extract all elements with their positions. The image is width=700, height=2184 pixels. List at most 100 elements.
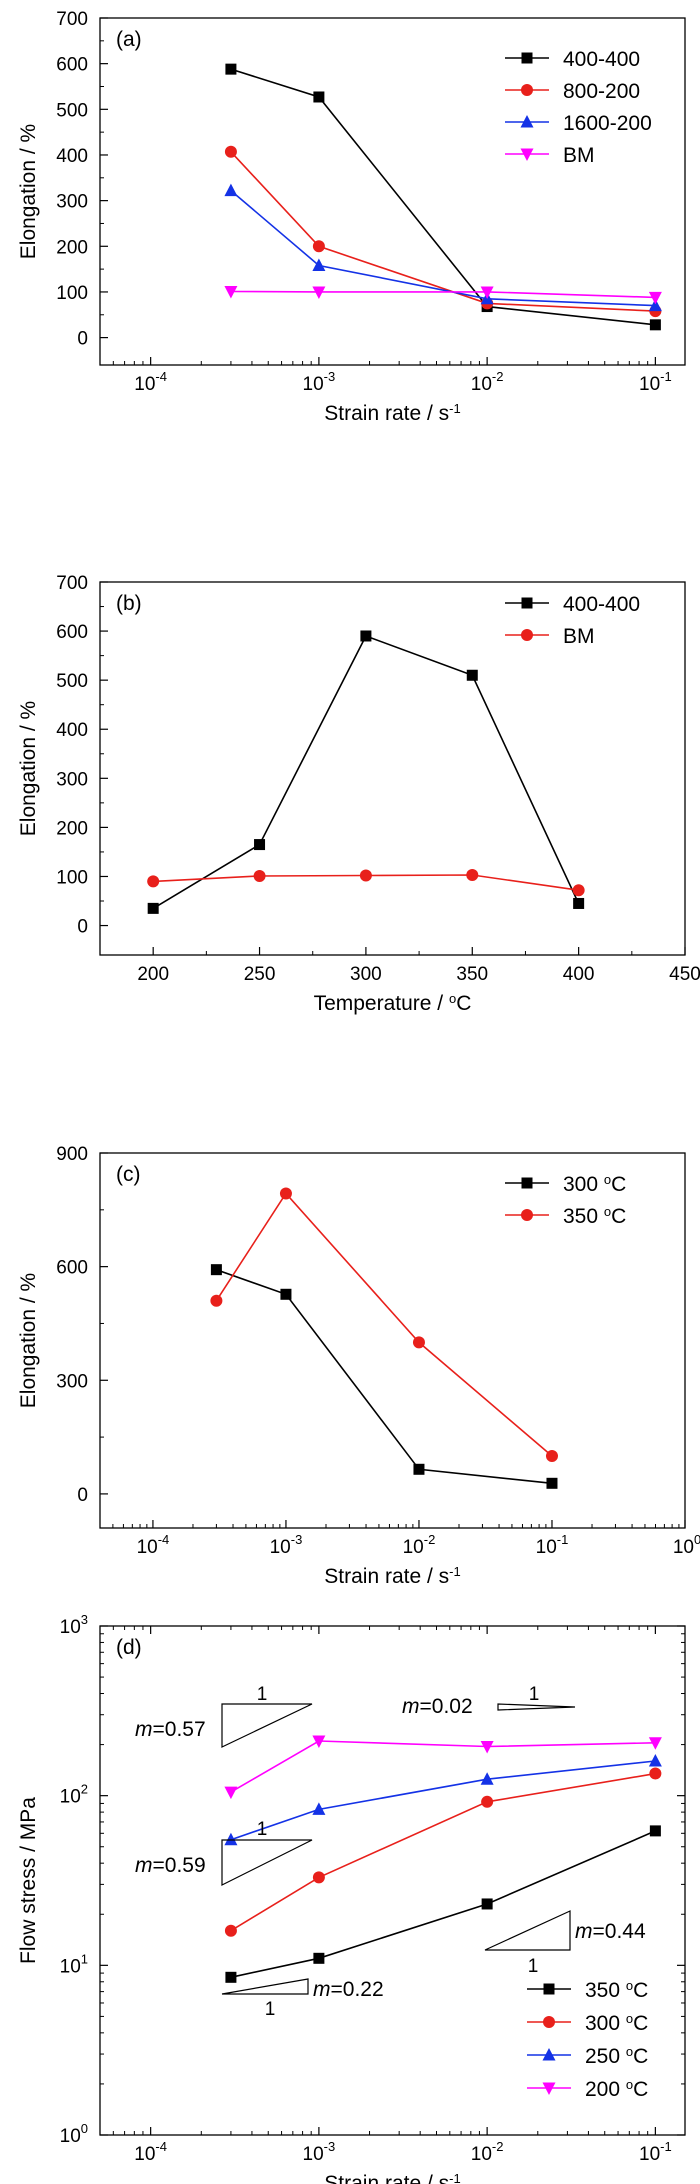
panel-label: (c) bbox=[116, 1163, 141, 1186]
data-point bbox=[225, 63, 237, 75]
legend-label: 250 oC bbox=[585, 2044, 648, 2069]
legend-marker bbox=[543, 2016, 555, 2028]
series-line-2 bbox=[215, 1192, 553, 1457]
chart-panel-4: (d) 10-4 10-3 10-2 10-1 100 101 102 103 Strain ra… bbox=[17, 1612, 686, 2184]
legend-marker bbox=[542, 2048, 556, 2061]
data-point bbox=[312, 1802, 326, 1815]
legend-marker bbox=[520, 115, 534, 128]
data-point bbox=[253, 869, 266, 882]
slope-triangle-label: 1 bbox=[257, 1684, 268, 1705]
data-point bbox=[546, 1477, 558, 1489]
slope-triangle-label: 1 bbox=[529, 1684, 540, 1705]
x-tick-label: 10-4 bbox=[134, 2139, 167, 2165]
y-tick-label: 300 bbox=[56, 769, 88, 790]
y-tick-label: 500 bbox=[56, 100, 88, 121]
data-point bbox=[224, 1786, 238, 1800]
data-point bbox=[312, 286, 326, 299]
x-tick-label: 10-3 bbox=[303, 369, 336, 395]
data-point bbox=[225, 1971, 237, 1983]
data-point bbox=[648, 291, 662, 305]
y-tick-label: 300 bbox=[56, 192, 88, 213]
y-tick-label: 600 bbox=[56, 55, 88, 76]
y-tick-label: 102 bbox=[60, 1782, 88, 1808]
legend-label: BM bbox=[563, 625, 595, 648]
series-line-1 bbox=[230, 1830, 656, 1979]
data-point bbox=[224, 1924, 237, 1937]
y-tick-label: 0 bbox=[77, 917, 88, 938]
x-axis-label: Temperature / oC bbox=[314, 991, 472, 1016]
y-tick-label: 900 bbox=[56, 1144, 88, 1165]
data-point bbox=[312, 1871, 325, 1884]
legend-marker bbox=[542, 2082, 556, 2095]
data-point bbox=[649, 319, 661, 331]
y-axis-label: Elongation / % bbox=[17, 1273, 40, 1408]
data-point bbox=[147, 902, 159, 914]
data-point bbox=[280, 1288, 292, 1300]
x-tick-label: 10-4 bbox=[137, 1532, 170, 1558]
data-point bbox=[648, 298, 662, 312]
legend-label: 200 oC bbox=[585, 2077, 648, 2102]
series-line-2 bbox=[230, 151, 656, 312]
slope-triangle-label: 1 bbox=[257, 1819, 268, 1840]
legend-marker bbox=[521, 52, 533, 64]
y-tick-label: 200 bbox=[56, 237, 88, 258]
legend-marker bbox=[521, 1177, 533, 1189]
data-point bbox=[480, 286, 494, 299]
legend-marker bbox=[543, 1983, 555, 1995]
data-point bbox=[279, 1187, 292, 1200]
legend-label: 1600-200 bbox=[563, 112, 652, 135]
chart-panel-2: (b) 200 250 300 350 400 450 0 100 200 300 400 500 600… bbox=[17, 573, 700, 1015]
legend-marker bbox=[521, 84, 533, 96]
data-point bbox=[545, 1450, 558, 1463]
slope-label: m=0.57 bbox=[135, 1718, 206, 1741]
series-line-1 bbox=[216, 1268, 553, 1485]
y-tick-label: 101 bbox=[60, 1951, 88, 1977]
y-tick-label: 600 bbox=[56, 622, 88, 643]
data-point bbox=[649, 1825, 661, 1837]
y-tick-label: 300 bbox=[56, 1371, 88, 1392]
legend-label: 800-200 bbox=[563, 80, 640, 103]
plot-frame bbox=[99, 581, 686, 956]
series-line-3 bbox=[230, 189, 656, 307]
y-tick-label: 0 bbox=[77, 1485, 88, 1506]
data-point bbox=[254, 839, 266, 851]
data-point bbox=[481, 1795, 494, 1808]
x-tick-label: 300 bbox=[350, 964, 382, 985]
series-line-1 bbox=[152, 635, 580, 910]
slope-label: m=0.22 bbox=[313, 1978, 384, 2001]
slope-label: m=0.02 bbox=[402, 1695, 473, 1718]
x-axis-label: Strain rate / s-1 bbox=[324, 401, 460, 426]
x-tick-label: 10-3 bbox=[270, 1532, 303, 1558]
x-tick-label: 10-4 bbox=[134, 369, 167, 395]
chart-panel-3: (c) 10-4 10-3 10-2 10-1 100 0 300 600 900 Strain r… bbox=[17, 1144, 700, 1588]
x-tick-label: 450 bbox=[669, 964, 700, 985]
data-point bbox=[412, 1336, 425, 1349]
x-tick-label: 10-1 bbox=[639, 369, 672, 395]
series-line-2 bbox=[230, 1772, 656, 1932]
slope-triangle-label: 1 bbox=[265, 1999, 276, 2020]
x-tick-label: 10-2 bbox=[471, 2139, 504, 2165]
data-point bbox=[224, 285, 238, 299]
y-tick-label: 100 bbox=[56, 283, 88, 304]
y-axis-label: Elongation / % bbox=[17, 701, 40, 836]
y-axis-label: Elongation / % bbox=[17, 124, 40, 259]
y-tick-label: 100 bbox=[60, 2121, 88, 2147]
x-tick-label: 10-1 bbox=[536, 1532, 569, 1558]
x-tick-label: 100 bbox=[673, 1532, 700, 1558]
x-tick-label: 10-3 bbox=[303, 2139, 336, 2165]
legend-label: 300 oC bbox=[563, 1172, 626, 1197]
data-point bbox=[648, 1754, 662, 1767]
slope-triangle bbox=[221, 1703, 313, 1748]
x-tick-label: 10-1 bbox=[639, 2139, 672, 2165]
y-tick-label: 103 bbox=[60, 1612, 88, 1638]
legend-label: 400-400 bbox=[563, 48, 640, 71]
legend-label: 400-400 bbox=[563, 593, 640, 616]
data-point bbox=[313, 1952, 325, 1964]
slope-triangle bbox=[484, 1910, 571, 1951]
legend-marker bbox=[521, 1209, 533, 1221]
y-tick-label: 100 bbox=[56, 867, 88, 888]
legend-label: 350 oC bbox=[585, 1978, 648, 2003]
slope-triangle bbox=[221, 1978, 309, 1995]
y-axis-label: Flow stress / MPa bbox=[17, 1797, 40, 1964]
y-tick-label: 400 bbox=[56, 720, 88, 741]
